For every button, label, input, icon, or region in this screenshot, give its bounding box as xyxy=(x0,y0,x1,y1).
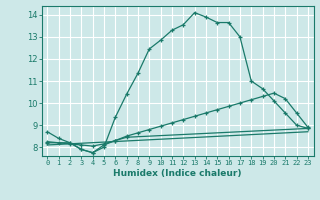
X-axis label: Humidex (Indice chaleur): Humidex (Indice chaleur) xyxy=(113,169,242,178)
